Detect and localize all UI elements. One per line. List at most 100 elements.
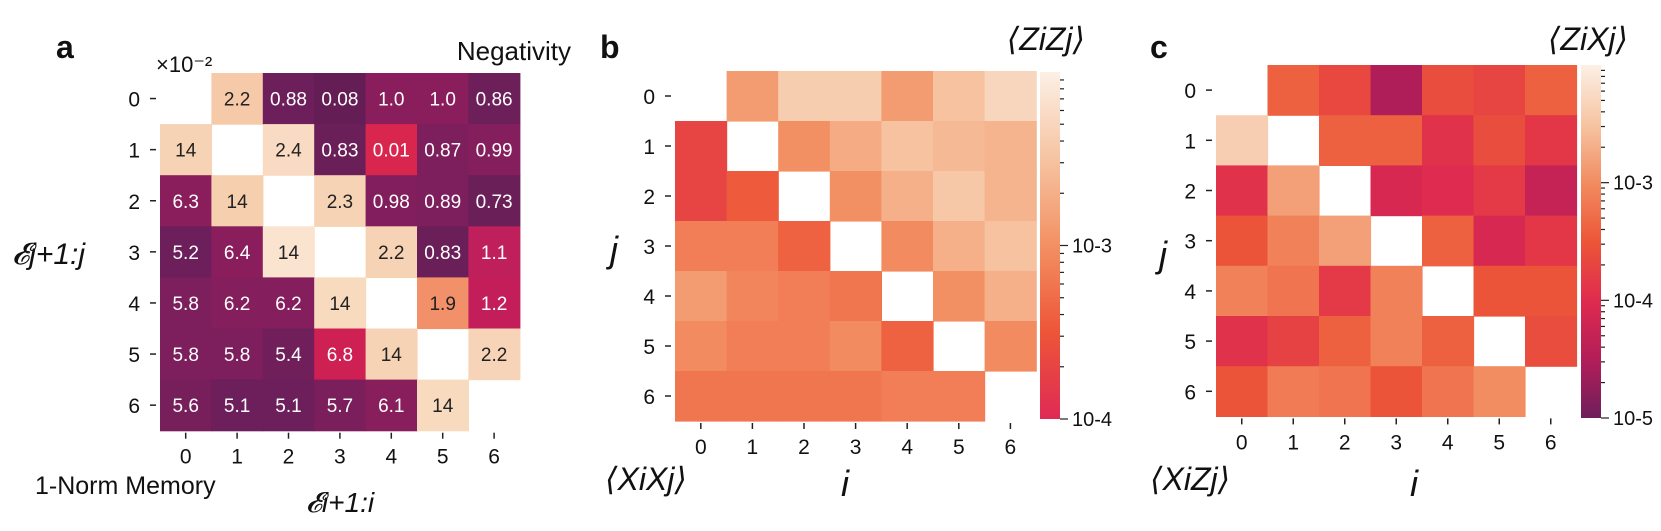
heatmap-cell	[984, 71, 1037, 122]
heatmap-cell	[1473, 65, 1526, 116]
heatmap-cell	[417, 379, 469, 432]
heatmap-cell	[726, 271, 779, 322]
panel-c-axes: 0 1 2 3 4 5 6 0 1 2 3 4 5 6	[1184, 80, 1556, 454]
cell-value-label: 1.9	[429, 294, 455, 315]
heatmap-cell	[314, 175, 367, 227]
cell-value-label: 5.4	[275, 345, 302, 366]
heatmap-cell	[365, 73, 418, 125]
y-tick-label: 3	[128, 242, 140, 265]
heatmap-cell	[984, 271, 1037, 322]
heatmap-cell	[417, 175, 469, 227]
panel-c-y-axis-label: j	[1154, 234, 1168, 275]
panel-a: a ×10⁻² Negativity 1-Norm Memory 𝓔i+1:i …	[12, 29, 571, 518]
x-tick-label: 1	[1287, 431, 1299, 454]
y-tick-label: 0	[128, 89, 140, 112]
heatmap-cell	[881, 171, 934, 222]
y-tick-label: 2	[128, 191, 140, 214]
panel-c-label: c	[1150, 29, 1168, 65]
y-tick-label: 6	[643, 386, 655, 409]
panel-a-lower-label: 1-Norm Memory	[35, 472, 216, 500]
x-tick-label: 6	[1005, 436, 1017, 459]
heatmap-cell	[314, 328, 367, 381]
cell-value-label: 2.2	[481, 345, 507, 366]
y-tick-label: 5	[643, 336, 655, 359]
heatmap-cell	[365, 328, 418, 381]
cell-value-label: 5.6	[172, 396, 198, 417]
heatmap-cell	[675, 271, 728, 322]
x-tick-label: 0	[180, 446, 192, 469]
y-tick-label: 5	[128, 344, 140, 367]
heatmap-cell	[160, 226, 212, 278]
heatmap-cell	[675, 321, 728, 372]
cell-value-label: 14	[381, 345, 403, 366]
panel-b-axes: 0 1 2 3 4 5 6 0 1 2 3 4 5 6	[643, 86, 1016, 459]
heatmap-cell	[314, 124, 367, 176]
heatmap-cell	[365, 379, 418, 432]
heatmap-cell	[262, 328, 315, 381]
panel-b-colorbar-ticks: 10-4 10-3	[1060, 79, 1112, 431]
heatmap-cell	[933, 271, 986, 322]
heatmap-cell	[262, 124, 315, 176]
cell-value-label: 2.3	[327, 192, 353, 213]
y-tick-label: 1	[128, 140, 140, 163]
heatmap-cell	[933, 171, 986, 222]
heatmap-cell	[1422, 316, 1475, 367]
y-tick-label: 4	[128, 293, 140, 316]
heatmap-cell	[468, 175, 521, 227]
heatmap-cell	[1525, 316, 1578, 367]
heatmap-cell	[778, 71, 831, 122]
cell-value-label: 0.83	[321, 141, 358, 162]
heatmap-cell	[160, 379, 212, 432]
heatmap-cell	[211, 73, 264, 125]
panel-b-colorbar	[1040, 72, 1060, 419]
cell-value-label: 5.8	[172, 294, 198, 315]
heatmap-cell	[1473, 265, 1526, 317]
cell-value-label: 1.0	[378, 90, 404, 111]
panel-c-upper-title: ⟨ZiXj⟩	[1548, 21, 1628, 57]
cell-value-label: 2.4	[275, 141, 302, 162]
heatmap-cell	[468, 277, 521, 330]
heatmap-cell	[1267, 366, 1320, 417]
cell-value-label: 6.2	[224, 294, 250, 315]
x-tick-label: 6	[1545, 431, 1557, 454]
heatmap-cell	[984, 221, 1037, 272]
heatmap-cell	[262, 226, 315, 278]
colorbar-tick-label: 10-4	[1072, 409, 1112, 431]
panel-b-lower-title: ⟨XiXj⟩	[605, 461, 687, 497]
heatmap-cell	[160, 277, 212, 330]
colorbar-tick-label: 10-5	[1613, 408, 1653, 430]
x-tick-label: 1	[231, 446, 243, 469]
heatmap-cell	[1525, 115, 1578, 166]
heatmap-cell	[262, 73, 315, 125]
heatmap-cell	[933, 71, 986, 122]
cell-value-label: 0.99	[476, 141, 513, 162]
heatmap-cell	[778, 221, 831, 272]
heatmap-cell	[881, 371, 934, 422]
heatmap-cell	[1370, 165, 1423, 217]
cell-value-label: 5.8	[172, 345, 198, 366]
cell-value-label: 1.0	[429, 90, 455, 111]
cell-value-label: 5.2	[172, 243, 198, 264]
heatmap-cell	[1319, 65, 1372, 116]
cell-value-label: 1.1	[481, 243, 507, 264]
cell-value-label: 6.3	[172, 192, 198, 213]
y-tick-label: 0	[643, 86, 655, 109]
panel-a-x-axis-label: 𝓔i+1:i	[306, 487, 375, 518]
cell-value-label: 0.08	[321, 90, 358, 111]
heatmap-cell	[1216, 366, 1269, 417]
heatmap-cell	[1370, 316, 1423, 367]
heatmap-cell	[1525, 65, 1578, 116]
cell-value-label: 0.86	[476, 90, 513, 111]
heatmap-cell	[468, 124, 521, 176]
heatmap-cell	[1473, 165, 1526, 217]
panel-a-y-axis-label: 𝓔j+1:j	[12, 238, 86, 271]
heatmap-cell	[726, 71, 779, 122]
heatmap-cell	[211, 175, 264, 227]
cell-value-label: 14	[432, 396, 454, 417]
heatmap-cell	[365, 124, 418, 176]
panel-c-x-axis-label: i	[1410, 463, 1419, 504]
cell-value-label: 14	[329, 294, 351, 315]
heatmap-cell	[1422, 65, 1475, 116]
